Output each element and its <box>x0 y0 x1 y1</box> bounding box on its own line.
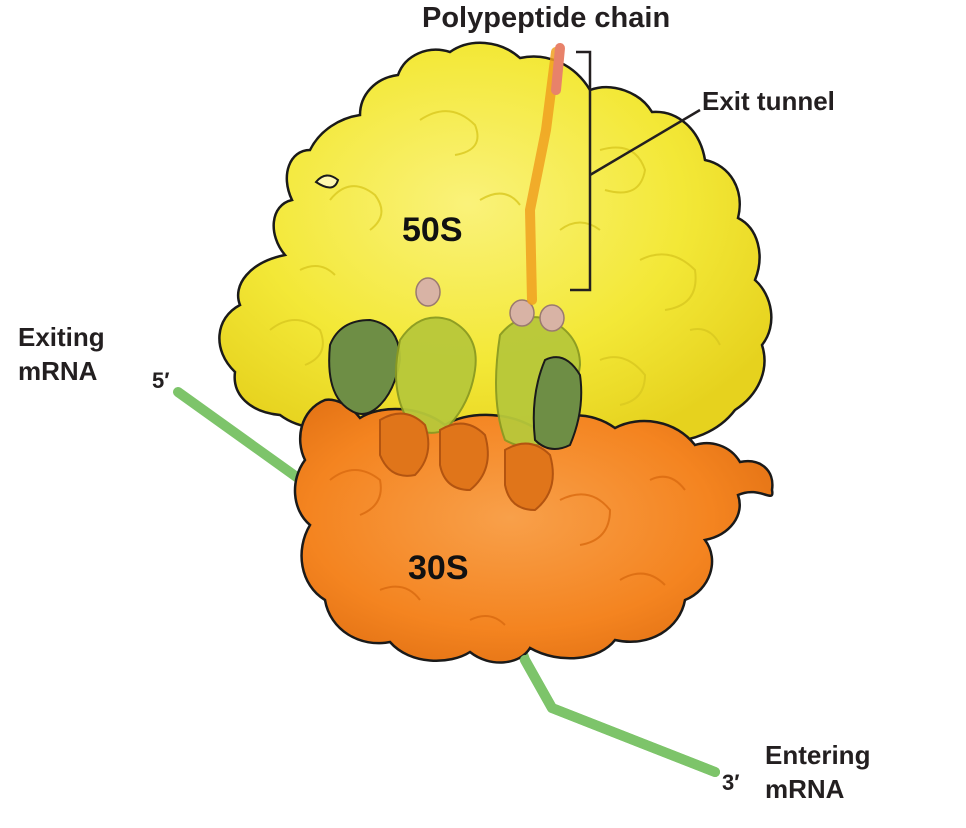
entering-mrna-label-line2: mRNA <box>765 774 845 804</box>
small-subunit-texture <box>329 469 686 626</box>
exiting-mrna-label-line1: Exiting <box>18 322 105 352</box>
trna-e-site <box>328 318 402 415</box>
large-subunit-cavity <box>314 174 340 189</box>
exit-tunnel-label: Exit tunnel <box>702 86 835 116</box>
trna-tip-1 <box>415 277 441 307</box>
entering-mrna-label-line1: Entering <box>765 740 871 770</box>
large-subunit-texture <box>269 110 721 406</box>
trna-green-right <box>532 356 583 450</box>
trna-tip-3 <box>539 304 565 332</box>
exit-tunnel-leader <box>589 108 701 177</box>
entering-mrna-strand <box>520 655 720 777</box>
trna-anticodon-3 <box>504 442 554 512</box>
small-subunit-label: 30S <box>408 549 469 587</box>
large-subunit-label: 50S <box>402 211 463 249</box>
trna-group <box>328 277 583 512</box>
trna-anticodon-1 <box>379 412 430 477</box>
trna-tip-2 <box>509 299 535 327</box>
polypeptide-chain <box>524 47 561 305</box>
trna-anticodon-2 <box>439 422 489 492</box>
five-prime-label: 5′ <box>152 368 170 393</box>
polypeptide-chain-label: Polypeptide chain <box>422 2 671 34</box>
trna-p-site <box>395 316 477 434</box>
exiting-mrna-label-line2: mRNA <box>18 356 98 386</box>
exit-tunnel-bracket <box>570 50 592 292</box>
three-prime-label: 3′ <box>722 770 740 795</box>
polypeptide-chain-tip <box>551 43 565 95</box>
